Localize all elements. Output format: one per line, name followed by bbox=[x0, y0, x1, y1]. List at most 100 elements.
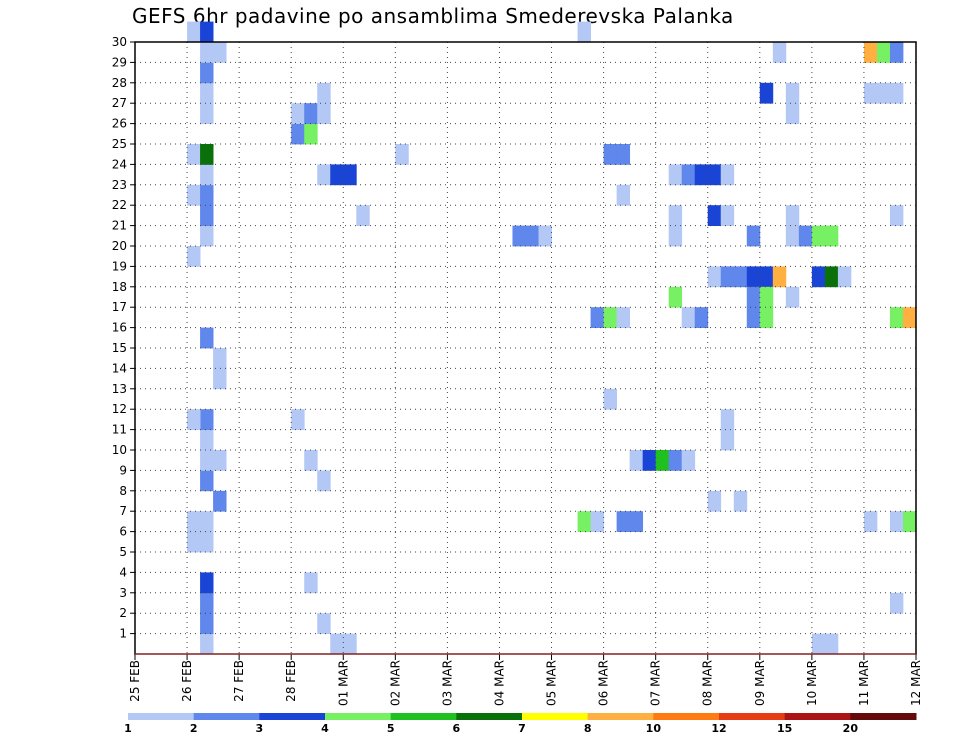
heatmap-cell bbox=[200, 144, 214, 165]
heatmap-cell bbox=[902, 307, 917, 328]
heatmap-cell bbox=[720, 409, 735, 430]
heatmap-cell bbox=[707, 266, 722, 288]
colorbar: 1 2 3 4 5 6 7 8 10 12 15 20 bbox=[124, 713, 917, 735]
heatmap-cell bbox=[655, 450, 670, 471]
heatmap-cell bbox=[811, 633, 826, 655]
x-tick-label: 09 MAR bbox=[753, 660, 767, 706]
heatmap-cell bbox=[772, 42, 787, 63]
y-tick-label: 30 bbox=[112, 35, 127, 49]
heatmap-cell bbox=[720, 429, 735, 451]
heatmap-cell bbox=[746, 307, 761, 328]
colorbar-segment bbox=[522, 713, 589, 720]
colorbar-segment bbox=[325, 713, 392, 720]
heatmap-cell bbox=[577, 21, 591, 43]
colorbar-label: 5 bbox=[387, 722, 395, 735]
heatmap-cell bbox=[304, 572, 318, 594]
y-tick-label: 9 bbox=[119, 463, 127, 477]
y-tick-label: 15 bbox=[112, 341, 127, 355]
x-tick-label: 28 FEB bbox=[284, 660, 298, 702]
heatmap-cell bbox=[785, 103, 800, 124]
heatmap-cell bbox=[733, 266, 748, 288]
x-tick-label: 04 MAR bbox=[492, 660, 506, 706]
heatmap-cell bbox=[213, 42, 227, 63]
heatmap-cell bbox=[187, 246, 201, 267]
heatmap-cell bbox=[811, 225, 826, 247]
heatmap-cell bbox=[889, 511, 904, 532]
y-tick-label: 29 bbox=[112, 55, 127, 69]
y-tick-label: 23 bbox=[112, 178, 127, 192]
heatmap-cell bbox=[213, 348, 227, 369]
heatmap-cell bbox=[200, 103, 214, 124]
x-tick-label: 10 MAR bbox=[805, 660, 819, 706]
colorbar-label: 20 bbox=[843, 722, 859, 735]
y-tick-label: 24 bbox=[112, 157, 127, 171]
grid-layer bbox=[135, 42, 916, 654]
heatmap-cell bbox=[889, 205, 904, 226]
y-tick-label: 17 bbox=[112, 300, 127, 314]
heatmap-cell bbox=[733, 490, 748, 512]
heatmap-cell bbox=[785, 82, 800, 104]
colorbar-segment bbox=[193, 713, 260, 720]
x-tick-label: 01 MAR bbox=[336, 660, 350, 706]
heatmap-cell bbox=[291, 103, 305, 124]
colorbar-label: 3 bbox=[256, 722, 264, 735]
heatmap-cell bbox=[330, 164, 344, 186]
heatmap-cell bbox=[837, 266, 852, 288]
heatmap-cell bbox=[200, 205, 214, 226]
heatmap-cell bbox=[616, 144, 631, 165]
heatmap-cell bbox=[759, 307, 774, 328]
heatmap-cell bbox=[707, 164, 722, 186]
y-tick-label: 8 bbox=[119, 484, 127, 498]
heatmap-cell bbox=[603, 388, 618, 410]
heatmap-cell bbox=[785, 205, 800, 226]
x-tick-label: 11 MAR bbox=[857, 660, 871, 706]
heatmap-cell bbox=[590, 307, 604, 328]
heatmap-cell bbox=[824, 266, 839, 288]
x-tick-label: 07 MAR bbox=[649, 660, 663, 706]
colorbar-label: 15 bbox=[777, 722, 792, 735]
heatmap-cell bbox=[187, 21, 201, 43]
colorbar-label: 2 bbox=[190, 722, 198, 735]
heatmap-cell bbox=[304, 450, 318, 471]
heatmap-cell bbox=[694, 164, 709, 186]
heatmap-cell bbox=[577, 511, 591, 532]
y-tick-label: 14 bbox=[112, 361, 127, 375]
y-tick-label: 27 bbox=[112, 96, 127, 110]
y-tick-label: 20 bbox=[112, 239, 127, 253]
heatmap-cell bbox=[187, 409, 201, 430]
y-tick-label: 22 bbox=[112, 198, 127, 212]
y-tick-label: 26 bbox=[112, 117, 127, 131]
y-tick-label: 18 bbox=[112, 280, 127, 294]
heatmap-cell bbox=[512, 225, 526, 247]
heatmap-cell bbox=[200, 429, 214, 451]
y-tick-label: 1 bbox=[119, 627, 127, 641]
heatmap-cell bbox=[200, 511, 214, 532]
heatmap-cell bbox=[746, 286, 761, 308]
heatmap-cell bbox=[200, 592, 214, 614]
heatmap-cell bbox=[720, 266, 735, 288]
colorbar-segment bbox=[259, 713, 326, 720]
x-tick-label: 12 MAR bbox=[909, 660, 923, 706]
heatmap-cell bbox=[200, 531, 214, 553]
x-tick-label: 06 MAR bbox=[597, 660, 611, 706]
y-tick-label: 25 bbox=[112, 137, 127, 151]
heatmap-cell bbox=[629, 450, 644, 471]
heatmap-cell bbox=[824, 225, 839, 247]
heatmap-cell bbox=[291, 409, 305, 430]
heatmap-cell bbox=[343, 164, 357, 186]
heatmap-cell bbox=[889, 307, 904, 328]
heatmap-cell bbox=[863, 42, 878, 63]
heatmap-cell bbox=[759, 286, 774, 308]
heatmap-cell bbox=[681, 164, 696, 186]
y-axis: 1234567891011121314151617181920212223242… bbox=[112, 35, 135, 641]
colorbar-segment bbox=[456, 713, 523, 720]
heatmap-cell bbox=[889, 592, 904, 614]
heatmap-cell bbox=[668, 225, 683, 247]
heatmap-cell bbox=[785, 286, 800, 308]
heatmap-cell bbox=[668, 286, 683, 308]
heatmap-cell bbox=[200, 184, 214, 206]
heatmap-cell bbox=[876, 42, 891, 63]
chart-title: GEFS 6hr padavine po ansamblima Smederev… bbox=[132, 4, 734, 28]
x-tick-label: 26 FEB bbox=[180, 660, 194, 702]
